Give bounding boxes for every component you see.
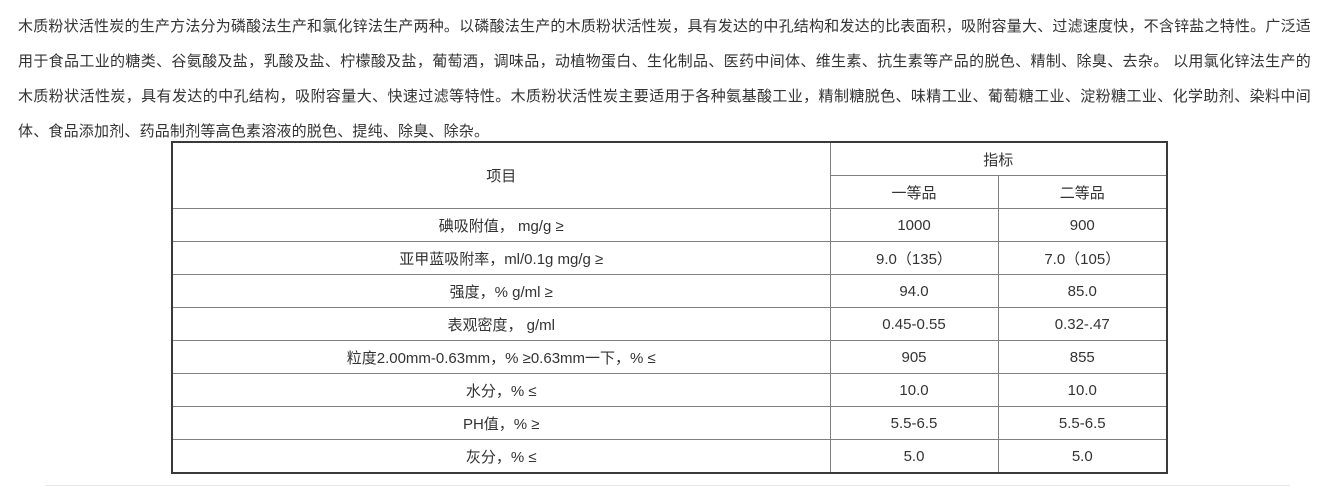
spec-name-cell: 水分，% ≤ — [171, 373, 831, 407]
table-row: 表观密度， g/ml 0.45-0.55 0.32-.47 — [171, 307, 1168, 341]
spec-name-cell: PH值，% ≥ — [171, 406, 831, 440]
table-row: 水分，% ≤ 10.0 10.0 — [171, 373, 1168, 407]
grade1-value-cell: 905 — [829, 340, 999, 374]
spec-name-cell: 表观密度， g/ml — [171, 307, 831, 341]
col-header-grade2: 二等品 — [997, 175, 1168, 209]
grade1-value-cell: 94.0 — [829, 274, 999, 308]
grade2-value-cell: 5.0 — [997, 439, 1168, 474]
grade2-value-cell: 5.5-6.5 — [997, 406, 1168, 440]
grade1-value-cell: 10.0 — [829, 373, 999, 407]
grade1-value-cell: 5.0 — [829, 439, 999, 474]
grade1-value-cell: 1000 — [829, 208, 999, 242]
grade2-value-cell: 855 — [997, 340, 1168, 374]
spec-name-cell: 强度，% g/ml ≥ — [171, 274, 831, 308]
bottom-divider — [45, 485, 1290, 486]
header-row-1: 项目 指标 — [171, 141, 1168, 209]
specs-table-header: 项目 指标 一等品 二等品 — [171, 141, 1168, 209]
table-row: 碘吸附值， mg/g ≥ 1000 900 — [171, 208, 1168, 242]
grade1-value-cell: 0.45-0.55 — [829, 307, 999, 341]
col-header-item: 项目 — [171, 141, 831, 209]
spec-name-cell: 粒度2.00mm-0.63mm，% ≥0.63mm一下，% ≤ — [171, 340, 831, 374]
spec-name-cell: 亚甲蓝吸附率，ml/0.1g mg/g ≥ — [171, 241, 831, 275]
specs-table: 项目 指标 一等品 二等品 碘吸附值， mg/g ≥ 1000 900 亚甲蓝吸… — [171, 141, 1169, 474]
col-header-index: 指标 — [829, 141, 1168, 176]
grade1-value-cell: 5.5-6.5 — [829, 406, 999, 440]
table-row: PH值，% ≥ 5.5-6.5 5.5-6.5 — [171, 406, 1168, 440]
table-row: 灰分，% ≤ 5.0 5.0 — [171, 439, 1168, 474]
header-row-2: 一等品 二等品 — [172, 175, 1168, 209]
grade1-value-cell: 9.0（135） — [829, 241, 999, 275]
table-row: 亚甲蓝吸附率，ml/0.1g mg/g ≥ 9.0（135） 7.0（105） — [171, 241, 1168, 275]
grade2-value-cell: 900 — [997, 208, 1168, 242]
intro-paragraph: 木质粉状活性炭的生产方法分为磷酸法生产和氯化锌法生产两种。以磷酸法生产的木质粉状… — [18, 18, 1311, 140]
grade2-value-cell: 0.32-.47 — [997, 307, 1168, 341]
grade2-value-cell: 10.0 — [997, 373, 1168, 407]
grade2-value-cell: 7.0（105） — [997, 241, 1168, 275]
spec-name-cell: 灰分，% ≤ — [171, 439, 831, 474]
col-header-grade1: 一等品 — [829, 175, 999, 209]
table-row: 强度，% g/ml ≥ 94.0 85.0 — [171, 274, 1168, 308]
specs-table-body: 碘吸附值， mg/g ≥ 1000 900 亚甲蓝吸附率，ml/0.1g mg/… — [171, 208, 1168, 474]
table-row: 粒度2.00mm-0.63mm，% ≥0.63mm一下，% ≤ 905 855 — [171, 340, 1168, 374]
spec-name-cell: 碘吸附值， mg/g ≥ — [171, 208, 831, 242]
grade2-value-cell: 85.0 — [997, 274, 1168, 308]
